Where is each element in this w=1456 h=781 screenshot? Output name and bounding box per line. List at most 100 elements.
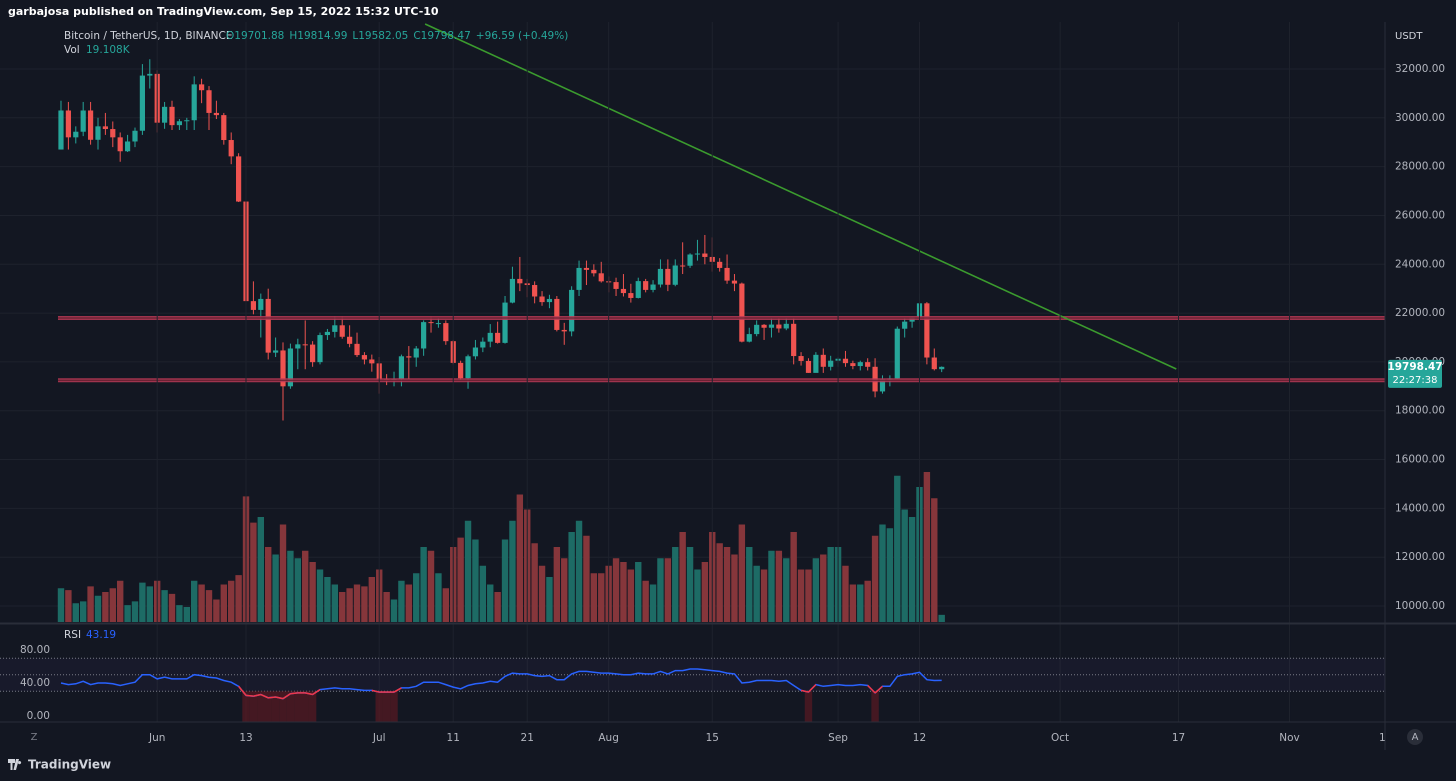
candle-body: [361, 355, 368, 360]
x-tick-label: 11: [447, 732, 460, 744]
rsi-label: RSI: [64, 629, 81, 641]
volume-bar: [390, 599, 398, 622]
volume-bar: [131, 601, 139, 622]
ohlc-value: H19814.99: [289, 30, 347, 42]
volume-bar: [265, 547, 272, 622]
candle-body: [198, 84, 205, 91]
volume-bar: [509, 520, 516, 622]
volume-bar: [783, 558, 790, 622]
volume-bar: [738, 524, 746, 622]
volume-bar: [57, 588, 65, 622]
candle-body: [754, 324, 760, 335]
candle-body: [561, 329, 567, 332]
price-pane: [0, 23, 1385, 622]
control-button: Z: [31, 732, 38, 743]
volume-bar: [635, 562, 642, 622]
candle-body: [569, 289, 575, 332]
rsi-oversold-fill: [249, 691, 258, 722]
volume-bar: [139, 582, 146, 622]
volume-bar: [879, 524, 886, 622]
footer-brand: TradingView: [28, 758, 111, 772]
candle-body: [354, 343, 360, 356]
candle-body: [250, 301, 257, 310]
candle-body: [546, 298, 553, 303]
rsi-low-segment: [238, 685, 247, 696]
candle-body: [102, 126, 108, 130]
candle-body: [731, 280, 738, 284]
rsi-oversold-fill: [871, 691, 879, 722]
x-tick-label: Aug: [598, 732, 619, 744]
candle-body: [413, 348, 419, 358]
candle-body: [87, 110, 94, 140]
footer-logo: [8, 759, 22, 770]
volume-bar: [405, 584, 413, 622]
volume-bar: [316, 569, 324, 622]
candle-body: [598, 273, 604, 282]
price-tag: [1388, 359, 1442, 388]
candle-body: [798, 356, 804, 361]
volume-bar: [716, 543, 723, 622]
candle-body: [805, 360, 812, 373]
candle-body: [480, 341, 486, 348]
volume-bar: [109, 588, 116, 622]
candle-body: [184, 120, 190, 122]
candle-body: [724, 267, 730, 281]
volume-bar: [849, 584, 857, 622]
volume-bar: [538, 565, 546, 622]
rsi-low-segment: [290, 692, 298, 695]
volume-bar: [176, 605, 183, 622]
volume-bar: [805, 569, 812, 622]
candle-body: [428, 322, 434, 324]
volume-bar: [464, 520, 472, 622]
y-tick-label: 16000.00: [1395, 454, 1445, 466]
candle-body: [865, 362, 871, 367]
volume-bar: [102, 592, 109, 622]
candle-body: [487, 332, 493, 342]
candle-body: [236, 156, 242, 202]
candle-body: [465, 356, 471, 379]
volume-bar: [420, 547, 427, 622]
volume-bar: [220, 584, 228, 622]
rsi-oversold-fill: [264, 691, 272, 722]
candle-body: [369, 359, 375, 364]
candle-body: [783, 323, 789, 329]
x-tick-label: 12: [913, 732, 926, 744]
candle-body: [73, 131, 79, 138]
volume-bar: [427, 550, 435, 622]
candle-body: [139, 75, 145, 131]
candle-body: [532, 285, 538, 297]
volume-bar: [353, 584, 361, 622]
volume-bar: [442, 588, 450, 622]
volume-bar: [664, 558, 672, 622]
volume-bar: [812, 558, 820, 622]
volume-bar: [413, 573, 420, 622]
candle-body: [761, 324, 767, 328]
candle-body: [443, 323, 449, 342]
candle-body: [132, 130, 138, 142]
candle-body: [620, 288, 627, 294]
candle-body: [206, 90, 212, 113]
candle-body: [58, 110, 64, 150]
rsi-oversold-fill: [294, 691, 302, 722]
y-tick-label: 28000.00: [1395, 161, 1445, 173]
candle-body: [768, 324, 775, 328]
rsi-tick-label: 80.00: [20, 644, 50, 656]
rsi-low-segment: [275, 696, 284, 700]
volume-bar: [790, 532, 797, 622]
candle-body: [406, 356, 412, 358]
candle-body: [665, 268, 671, 285]
volume-bar: [561, 558, 568, 622]
volume-bar: [435, 573, 442, 622]
rsi-low-segment: [253, 693, 261, 697]
y-tick-label: 30000.00: [1395, 112, 1445, 124]
volume-bar: [583, 535, 590, 622]
candle-body: [791, 323, 797, 357]
candle-body: [228, 140, 234, 157]
candle-body: [931, 357, 937, 370]
volume-bar: [235, 575, 242, 622]
volume-bar: [686, 547, 694, 622]
volume-bar: [228, 580, 235, 622]
volume-bar: [479, 565, 487, 622]
